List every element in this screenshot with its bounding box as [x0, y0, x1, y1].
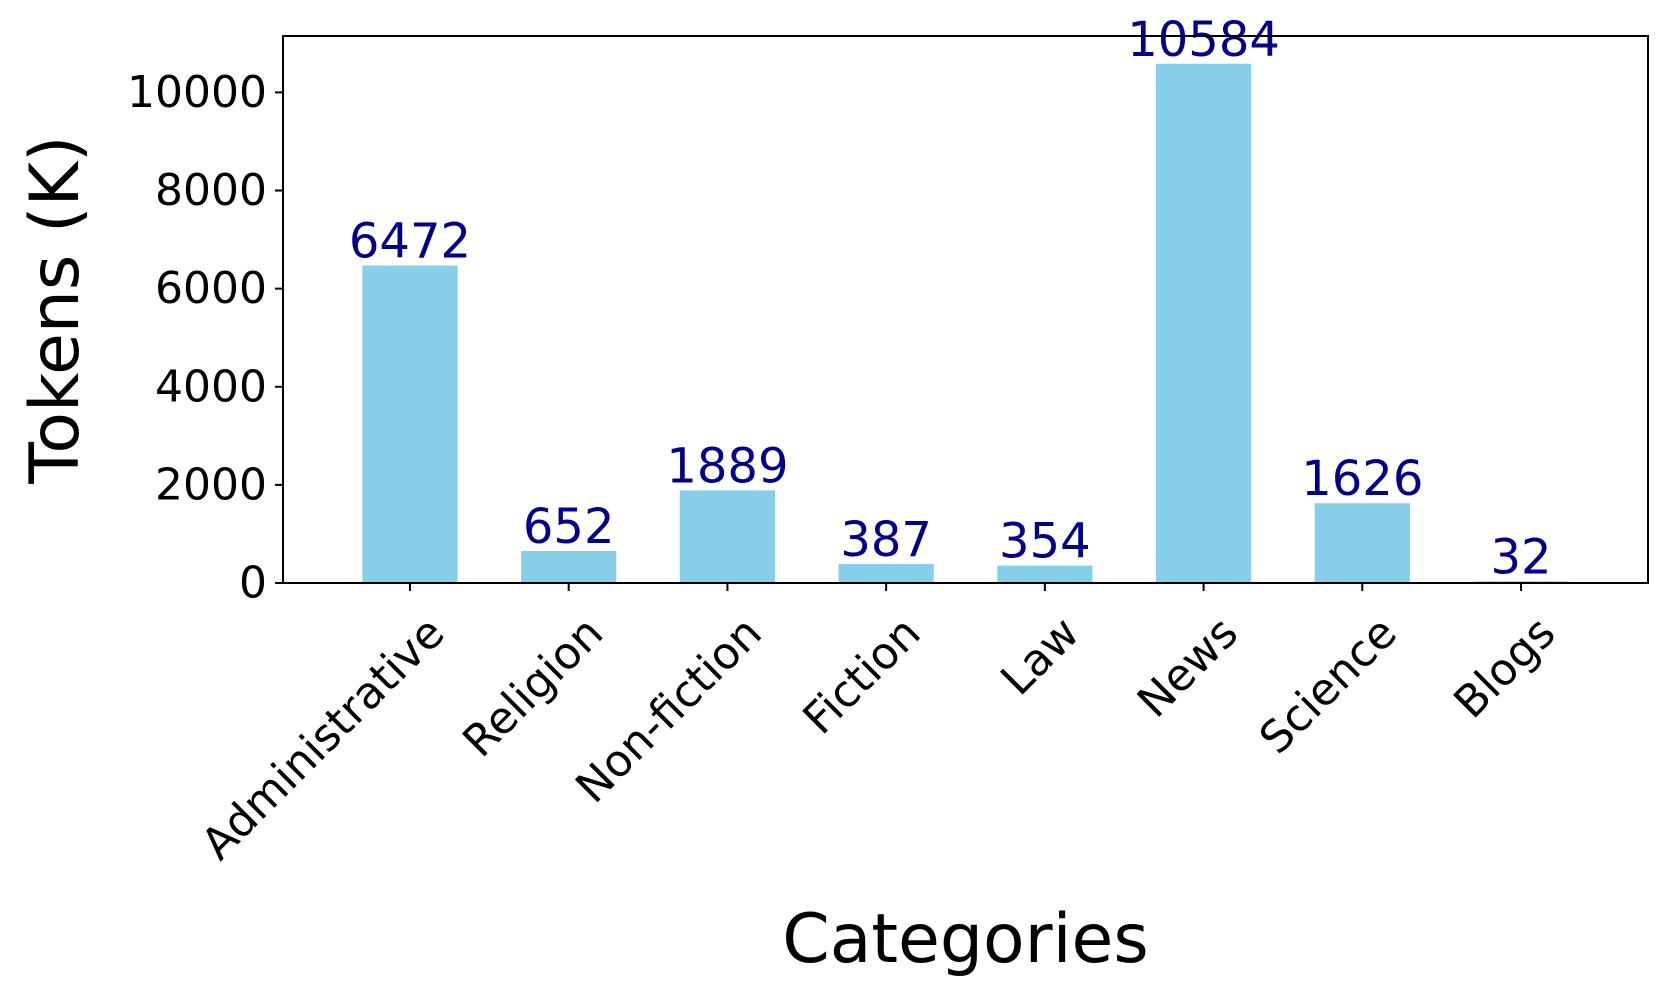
y-tick-label-2000: 2000: [155, 459, 267, 510]
value-labels-layer: 6472 652 1889 387 354 10584 1626 32: [349, 12, 1552, 586]
y-axis: 0 2000 4000 6000 8000 10000: [127, 67, 283, 609]
value-label-news: 10584: [1127, 12, 1280, 68]
value-label-blogs: 32: [1490, 529, 1551, 585]
x-tick-label-science: Science: [1250, 607, 1407, 764]
y-tick-label-0: 0: [239, 558, 267, 609]
bar-law: [997, 565, 1093, 583]
value-label-religion: 652: [523, 499, 615, 555]
y-tick-label-8000: 8000: [155, 165, 267, 216]
y-tick-label-4000: 4000: [155, 361, 267, 412]
value-label-fiction: 387: [840, 512, 932, 568]
value-label-science: 1626: [1301, 451, 1423, 507]
plot-frame: [282, 35, 1649, 584]
x-axis-title: Categories: [782, 900, 1149, 979]
bars-layer: [362, 63, 1569, 584]
x-tick-label-fiction: Fiction: [793, 607, 930, 744]
bar-science: [1314, 503, 1410, 583]
value-label-administrative: 6472: [349, 213, 471, 269]
y-axis-title: Tokens (K): [16, 135, 95, 484]
y-tick-label-6000: 6000: [155, 263, 267, 314]
x-tick-label-blogs: Blogs: [1444, 607, 1565, 728]
value-label-non-fiction: 1889: [666, 438, 788, 494]
value-label-law: 354: [999, 514, 1091, 570]
bar-administrative: [362, 265, 458, 583]
x-tick-label-administrative: Administrative: [192, 607, 455, 870]
bar-religion: [521, 551, 617, 583]
y-tick-label-10000: 10000: [127, 67, 267, 118]
bar-fiction: [838, 564, 934, 583]
x-tick-label-news: News: [1128, 607, 1248, 727]
bar-non-fiction: [679, 490, 776, 583]
bar-news: [1155, 63, 1252, 584]
x-tick-label-religion: Religion: [453, 607, 613, 767]
x-tick-label-law: Law: [991, 607, 1089, 705]
